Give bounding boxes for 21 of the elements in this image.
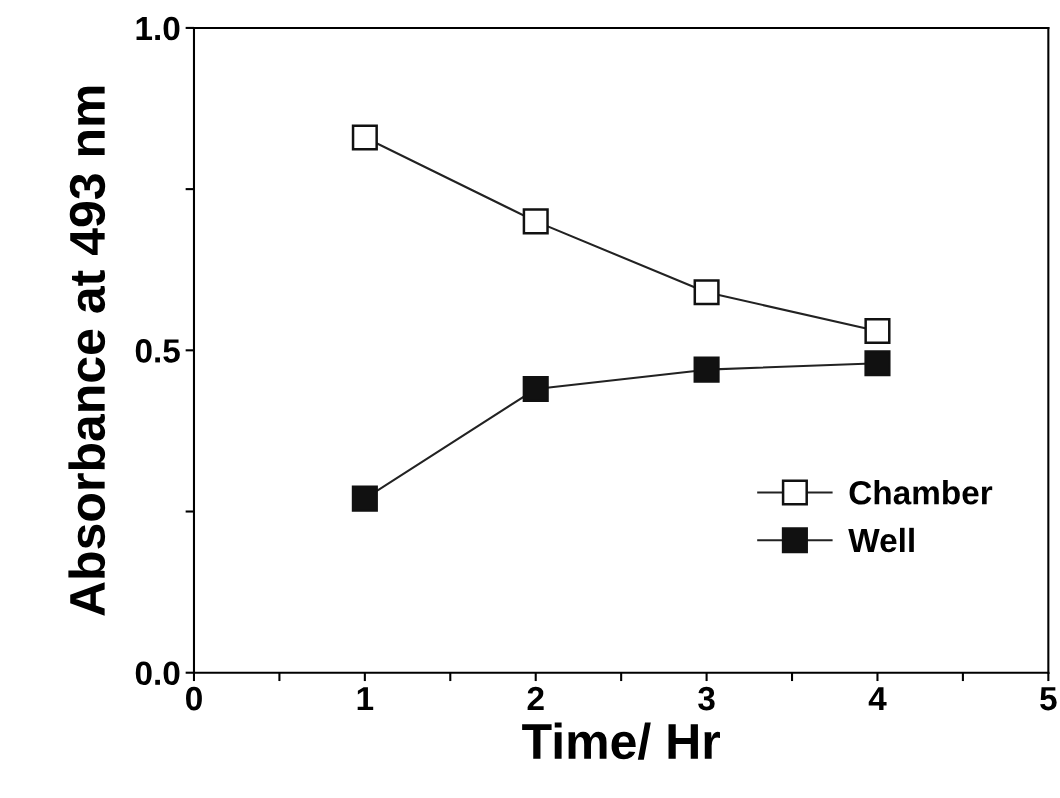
x-tick-label: 3 [698, 686, 715, 711]
point [864, 350, 891, 377]
y-tick-label: 1.0 [136, 16, 180, 41]
legend-label: Well [848, 527, 914, 553]
legend-label: Chamber [849, 480, 993, 505]
point [351, 485, 378, 512]
x-tick-label: 0 [186, 686, 202, 711]
point [522, 208, 549, 235]
point [693, 279, 720, 306]
point [522, 375, 549, 403]
point [693, 356, 720, 383]
y-tick-label: 0.0 [135, 661, 180, 686]
x-tick-label: 5 [1040, 687, 1057, 711]
point [351, 124, 378, 151]
x-axis-title: Time/ Hr [522, 722, 720, 760]
x-tick-label: 1 [357, 687, 374, 711]
x-tick-label: 4 [868, 687, 887, 711]
y-axis-title: Absorbance at 493 nm [68, 86, 106, 616]
point [864, 317, 891, 345]
x-tick-label: 2 [527, 686, 544, 711]
y-tick-label: 0.5 [135, 339, 180, 363]
